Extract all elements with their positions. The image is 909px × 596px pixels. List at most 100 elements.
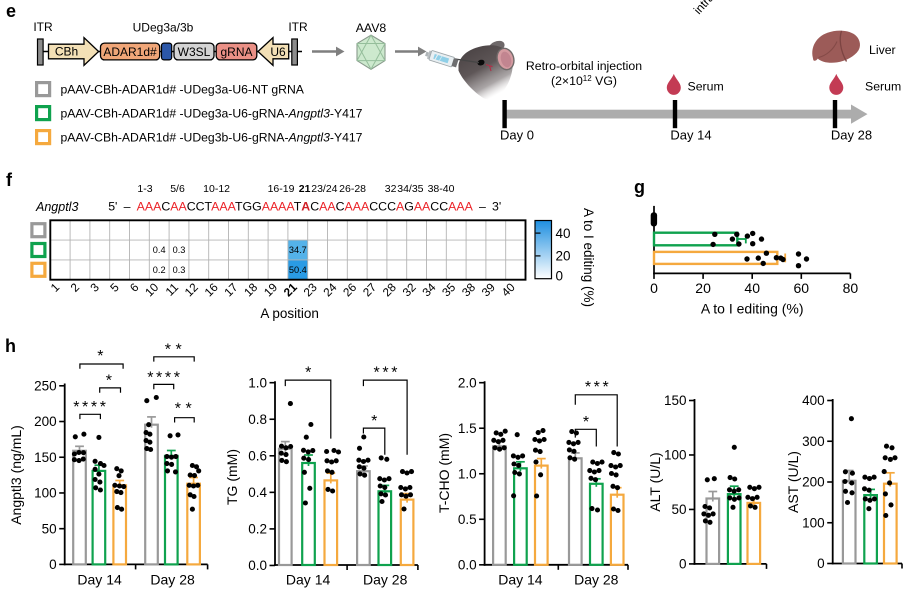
svg-text:21: 21 xyxy=(299,183,311,195)
svg-text:23/24: 23/24 xyxy=(311,183,337,195)
svg-text:20: 20 xyxy=(695,280,711,296)
svg-text:**: ** xyxy=(165,342,186,359)
svg-text:f: f xyxy=(6,170,13,190)
svg-text:38-40: 38-40 xyxy=(428,183,455,195)
svg-text:1: 1 xyxy=(48,280,63,295)
svg-text:0.3: 0.3 xyxy=(173,265,186,275)
svg-text:(2×1012 VG): (2×1012 VG) xyxy=(551,74,617,88)
svg-text:39: 39 xyxy=(479,280,498,299)
svg-text:pAAV-CBh-ADAR1d# -UDeg3b-U6-gR: pAAV-CBh-ADAR1d# -UDeg3b-U6-gRNA-Angptl3… xyxy=(61,131,363,145)
svg-text:*: * xyxy=(371,413,380,430)
svg-text:Day 28: Day 28 xyxy=(363,572,408,588)
svg-text:200: 200 xyxy=(34,414,57,429)
svg-text:11: 11 xyxy=(163,280,182,299)
svg-text:300: 300 xyxy=(802,434,825,449)
svg-text:24: 24 xyxy=(320,280,339,299)
svg-text:0.2: 0.2 xyxy=(153,265,166,275)
svg-text:A to I editing (%): A to I editing (%) xyxy=(581,208,596,307)
svg-text:40: 40 xyxy=(556,226,571,241)
svg-text:100: 100 xyxy=(802,515,825,530)
svg-text:0.5: 0.5 xyxy=(458,512,477,527)
svg-text:12: 12 xyxy=(182,280,201,299)
svg-text:0.4: 0.4 xyxy=(153,245,166,255)
svg-text:5: 5 xyxy=(107,280,122,295)
svg-text:0.0: 0.0 xyxy=(458,558,477,573)
svg-text:T-CHO (mM): T-CHO (mM) xyxy=(436,433,452,513)
svg-text:27: 27 xyxy=(360,280,379,299)
svg-text:Angptl3: Angptl3 xyxy=(35,200,78,214)
svg-text:20: 20 xyxy=(556,249,571,264)
svg-text:21: 21 xyxy=(281,280,300,299)
svg-text:**: ** xyxy=(175,401,196,418)
svg-text:200: 200 xyxy=(802,475,825,490)
svg-text:1.0: 1.0 xyxy=(458,466,477,481)
svg-text:34.7: 34.7 xyxy=(289,245,307,255)
svg-text:*: * xyxy=(97,348,106,365)
svg-text:1.5: 1.5 xyxy=(458,421,477,436)
svg-text:ITR: ITR xyxy=(288,20,308,34)
svg-text:3: 3 xyxy=(87,280,102,295)
svg-text:Day 14: Day 14 xyxy=(286,572,331,588)
svg-text:TG (mM): TG (mM) xyxy=(224,449,240,505)
svg-text:Retro-orbital injection: Retro-orbital injection xyxy=(526,59,642,73)
svg-text:50: 50 xyxy=(42,521,57,536)
svg-text:34/35: 34/35 xyxy=(397,183,423,195)
svg-text:0.6: 0.6 xyxy=(248,449,267,464)
svg-text:*: * xyxy=(106,373,115,390)
svg-text:Day 28: Day 28 xyxy=(831,128,872,143)
svg-text:10-12: 10-12 xyxy=(203,183,230,195)
svg-text:***: *** xyxy=(585,379,611,396)
svg-text:250: 250 xyxy=(34,379,57,394)
svg-text:A position: A position xyxy=(260,306,319,321)
svg-text:Day 0: Day 0 xyxy=(500,128,534,143)
svg-text:AAV8: AAV8 xyxy=(356,21,387,35)
svg-text:Liver: Liver xyxy=(869,43,896,57)
svg-text:34: 34 xyxy=(419,280,438,299)
svg-text:W3SL: W3SL xyxy=(178,45,211,59)
svg-text:AST (U/L): AST (U/L) xyxy=(785,451,801,513)
svg-text:Serum: Serum xyxy=(688,80,724,94)
svg-text:23: 23 xyxy=(301,280,320,299)
svg-text:38: 38 xyxy=(459,280,478,299)
svg-text:19: 19 xyxy=(261,280,280,299)
svg-text:6: 6 xyxy=(127,280,142,295)
svg-text:Day 14: Day 14 xyxy=(77,572,122,588)
svg-text:26-28: 26-28 xyxy=(339,183,366,195)
svg-text:ALT (U/L): ALT (U/L) xyxy=(647,452,663,511)
svg-text:150: 150 xyxy=(34,450,57,465)
svg-text:0.8: 0.8 xyxy=(248,412,267,427)
svg-text:60: 60 xyxy=(794,280,810,296)
svg-text:Day 14: Day 14 xyxy=(670,128,711,143)
svg-text:400: 400 xyxy=(802,393,825,408)
svg-text:0: 0 xyxy=(679,557,687,572)
svg-text:0: 0 xyxy=(556,269,564,284)
svg-text:40: 40 xyxy=(499,280,518,299)
svg-text:32: 32 xyxy=(385,183,397,195)
svg-text:10: 10 xyxy=(142,280,161,299)
svg-text:ITR: ITR xyxy=(33,20,53,34)
svg-text:***: *** xyxy=(374,365,400,382)
svg-text:150: 150 xyxy=(664,393,687,408)
svg-text:pAAV-CBh-ADAR1d# -UDeg3a-U6-gR: pAAV-CBh-ADAR1d# -UDeg3a-U6-gRNA-Angptl3… xyxy=(61,107,363,121)
svg-text:A to I editing (%): A to I editing (%) xyxy=(701,301,804,317)
svg-text:g: g xyxy=(634,177,645,197)
svg-text:Serum: Serum xyxy=(865,80,901,94)
svg-text:Day 14: Day 14 xyxy=(498,572,543,588)
svg-text:h: h xyxy=(5,336,16,356)
svg-text:40: 40 xyxy=(744,280,760,296)
svg-text:5' – AAACAACCTAAATGGAAAATACAAC: 5' – AAACAACCTAAATGGAAAATACAACAAACCCAGAA… xyxy=(108,200,501,214)
svg-text:0: 0 xyxy=(49,557,57,572)
svg-text:****: **** xyxy=(147,370,182,387)
svg-text:0: 0 xyxy=(650,280,658,296)
svg-text:*: * xyxy=(305,365,314,382)
svg-text:32: 32 xyxy=(400,280,419,299)
svg-text:28: 28 xyxy=(380,280,399,299)
svg-text:2.0: 2.0 xyxy=(458,375,477,390)
svg-text:U6: U6 xyxy=(270,45,286,59)
svg-text:0.2: 0.2 xyxy=(248,522,267,537)
svg-text:5/6: 5/6 xyxy=(170,183,185,195)
svg-text:18: 18 xyxy=(241,280,260,299)
svg-text:0.0: 0.0 xyxy=(248,558,267,573)
svg-text:80: 80 xyxy=(843,280,859,296)
svg-text:17: 17 xyxy=(221,280,240,299)
